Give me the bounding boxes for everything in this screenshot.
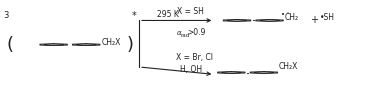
Text: ): ) [127, 36, 134, 54]
Text: H, OH: H, OH [180, 65, 202, 74]
Text: (: ( [7, 36, 14, 54]
Text: •: • [281, 12, 285, 18]
Text: •SH: •SH [319, 13, 335, 22]
Text: X = SH: X = SH [177, 7, 204, 16]
Text: *: * [132, 11, 136, 21]
Text: CH₂X: CH₂X [278, 62, 297, 71]
Text: 295 K: 295 K [157, 10, 179, 19]
Text: +: + [310, 15, 318, 25]
Text: X = Br, Cl: X = Br, Cl [176, 53, 213, 62]
Text: 3: 3 [3, 11, 8, 20]
Text: ĊH₂: ĊH₂ [284, 13, 298, 22]
Text: >0.9: >0.9 [187, 28, 206, 37]
Text: rad: rad [180, 33, 189, 38]
Text: $\alpha$: $\alpha$ [176, 29, 183, 37]
Text: CH₂X: CH₂X [101, 38, 121, 47]
